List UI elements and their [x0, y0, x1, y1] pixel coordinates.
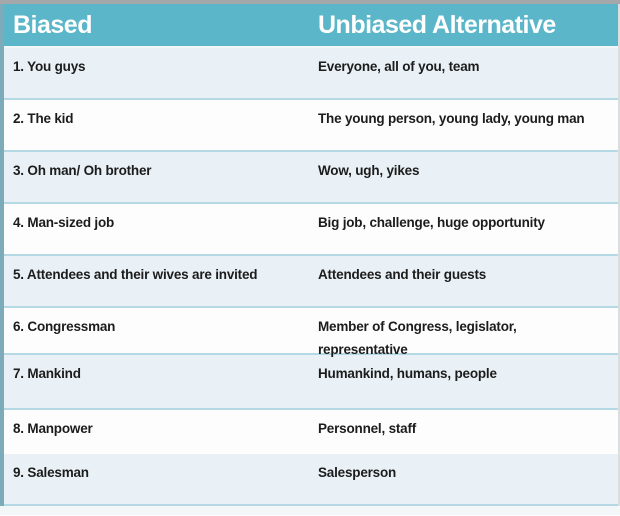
- cell-unbiased: Attendees and their guests: [318, 267, 487, 282]
- comparison-table: Biased Unbiased Alternative 1. You guys …: [0, 4, 620, 506]
- cell-biased: 9. Salesman: [13, 465, 89, 480]
- cell-unbiased: Humankind, humans, people: [318, 366, 497, 381]
- table-row: 3. Oh man/ Oh brother Wow, ugh, yikes: [4, 152, 618, 204]
- table-row: 6. Congressman Member of Congress, legis…: [4, 308, 618, 357]
- table-row: 9. Salesman Salesperson: [4, 454, 618, 506]
- cell-unbiased: Wow, ugh, yikes: [318, 163, 420, 178]
- cell-biased: 2. The kid: [13, 111, 74, 126]
- cell-biased: 4. Man-sized job: [13, 215, 115, 230]
- cell-biased: 8. Manpower: [13, 421, 93, 436]
- top-edge-strip: [0, 0, 620, 4]
- table-header-row: Biased Unbiased Alternative: [4, 4, 618, 48]
- cell-biased: 7. Mankind: [13, 366, 81, 381]
- table-row: 4. Man-sized job Big job, challenge, hug…: [4, 204, 618, 256]
- table-row: 5. Attendees and their wives are invited…: [4, 256, 618, 308]
- cell-biased: 5. Attendees and their wives are invited: [13, 267, 258, 282]
- cell-unbiased: Everyone, all of you, team: [318, 59, 480, 74]
- header-cell-biased: Biased: [13, 11, 92, 39]
- table-row: 7. Mankind Humankind, humans, people: [4, 355, 618, 410]
- table-row: 8. Manpower Personnel, staff: [4, 410, 618, 454]
- cell-unbiased: Salesperson: [318, 465, 397, 480]
- cell-unbiased: The young person, young lady, young man: [318, 111, 585, 126]
- header-cell-unbiased-alternative: Unbiased Alternative: [318, 11, 556, 39]
- cell-biased: 1. You guys: [13, 59, 86, 74]
- bottom-edge-strip: [0, 506, 620, 515]
- cell-unbiased: Personnel, staff: [318, 421, 417, 436]
- cell-biased: 3. Oh man/ Oh brother: [13, 163, 152, 178]
- cell-unbiased: Member of Congress, legislator, represen…: [318, 319, 517, 357]
- table-row: 1. You guys Everyone, all of you, team: [4, 48, 618, 100]
- cell-unbiased: Big job, challenge, huge opportunity: [318, 215, 545, 230]
- cell-biased: 6. Congressman: [13, 319, 116, 334]
- table-row: 2. The kid The young person, young lady,…: [4, 100, 618, 152]
